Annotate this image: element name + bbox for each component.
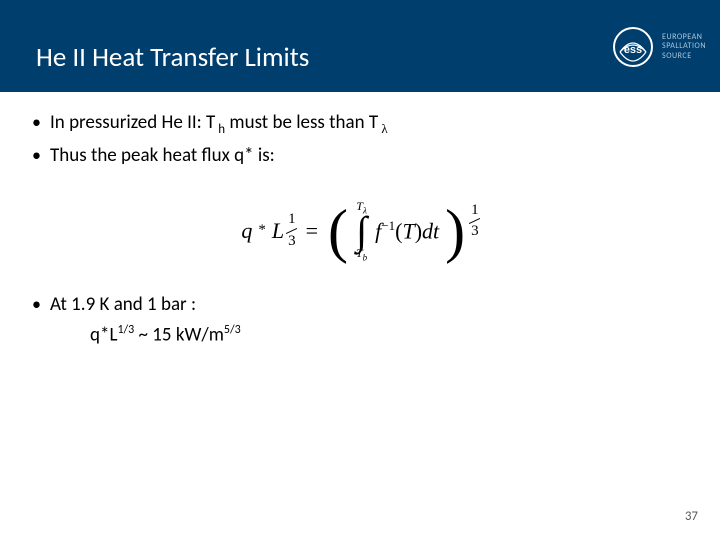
bullet-item: Thus the peak heat flux q* is: <box>30 143 690 170</box>
integral-icon: ∫ <box>356 215 367 247</box>
eq-f: f−1(T)dt <box>375 218 439 244</box>
left-paren-icon: ( <box>328 201 348 261</box>
text: At 1.9 K and 1 bar : <box>50 293 196 316</box>
eq-q: q <box>241 218 252 244</box>
eq-L: L <box>272 218 284 244</box>
eq-exponent-frac: 13 <box>288 213 296 248</box>
equation: q*L13 = ( Tλ ∫ Tb f−1(T)dt ) 13 <box>30 200 690 263</box>
eq-star: * <box>258 222 266 239</box>
ess-logo-icon: ess <box>612 26 654 68</box>
text: In pressurized He II: T <box>50 111 215 134</box>
superscript: 5/3 <box>224 323 241 337</box>
svg-text:ess: ess <box>624 44 642 56</box>
logo-block: ess EUROPEAN SPALLATION SOURCE <box>612 26 706 68</box>
bullet-list: In pressurized He II: T h must be less t… <box>30 110 690 170</box>
org-name: EUROPEAN SPALLATION SOURCE <box>662 33 706 62</box>
subscript: λ <box>378 121 388 136</box>
subscript: h <box>215 122 225 137</box>
content-area: In pressurized He II: T h must be less t… <box>0 92 720 346</box>
text: Thus the peak heat flux q* is: <box>50 144 275 167</box>
text: ~ 15 kW/m <box>134 323 224 346</box>
text: q*L <box>90 323 117 346</box>
text: must be less than T <box>225 111 378 134</box>
right-paren-icon: ) <box>445 201 465 261</box>
result-line: q*L1/3 ~ 15 kW/m5/3 <box>90 323 690 346</box>
integral-block: Tλ ∫ Tb <box>356 200 367 263</box>
page-title: He II Heat Transfer Limits <box>36 41 309 74</box>
eq-equals: = <box>306 218 318 244</box>
int-lower: Tb <box>356 247 367 262</box>
bullet-item: In pressurized He II: T h must be less t… <box>30 110 690 139</box>
org-line: SOURCE <box>662 52 706 62</box>
page-number: 37 <box>685 509 698 524</box>
header-bar: He II Heat Transfer Limits ess EUROPEAN … <box>0 0 720 92</box>
bullet-item: At 1.9 K and 1 bar : <box>30 292 690 319</box>
superscript: 1/3 <box>117 323 134 337</box>
bullet-list-2: At 1.9 K and 1 bar : <box>30 292 690 319</box>
eq-outer-exponent: 13 <box>471 204 479 239</box>
